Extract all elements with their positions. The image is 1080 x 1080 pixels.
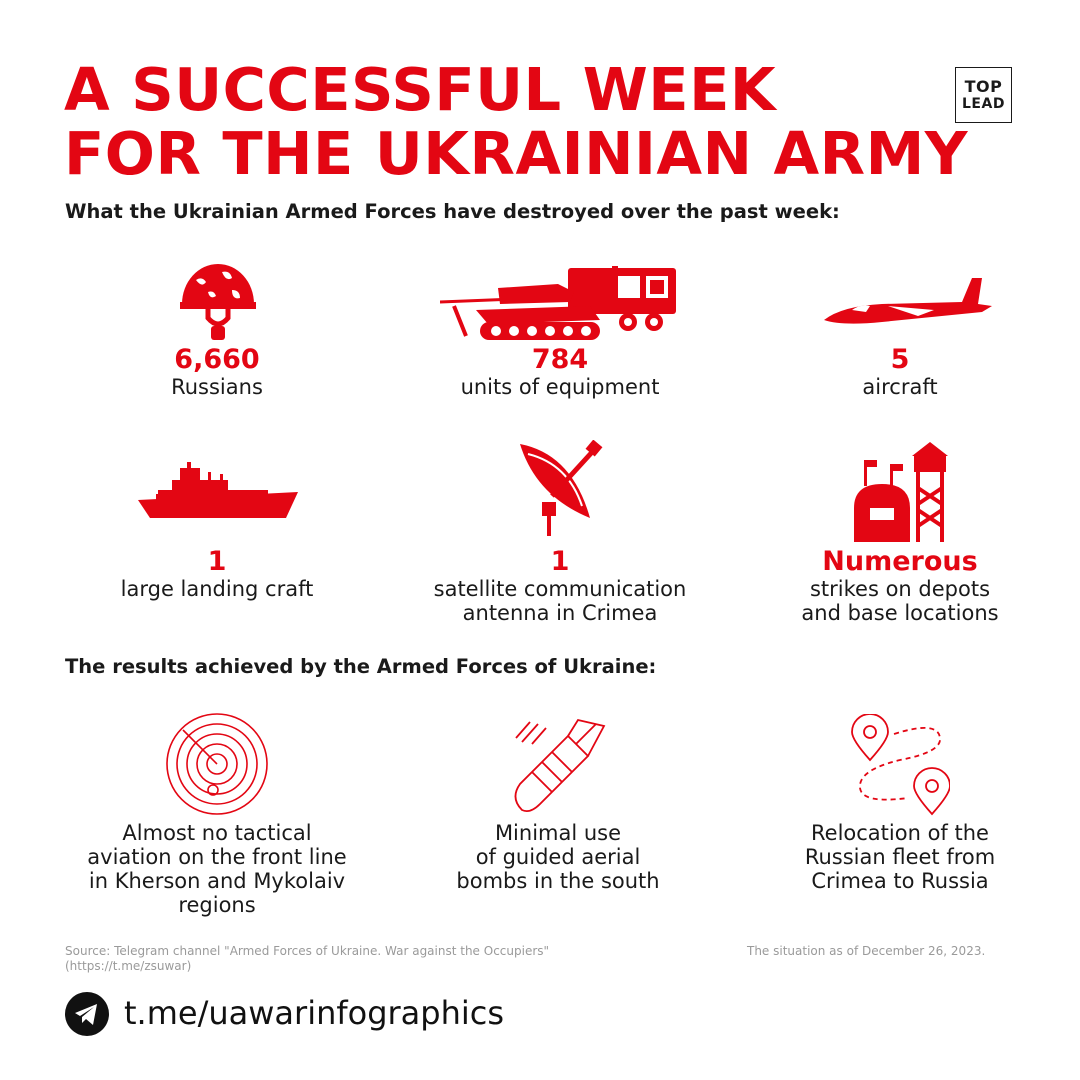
source-line-2: (https://t.me/zsuwar)	[65, 959, 192, 973]
result-tactical-aviation: Almost no tactical aviation on the front…	[87, 821, 347, 917]
aircraft-icon	[824, 278, 992, 324]
stat-value: 6,660	[174, 344, 260, 375]
depot-tower-icon	[854, 442, 948, 542]
route-pins-icon	[851, 714, 950, 816]
ship-icon	[138, 462, 298, 518]
stat-label: units of equipment	[460, 375, 660, 399]
stat-russians: 6,660 Russians	[67, 344, 367, 400]
source-note: Source: Telegram channel "Armed Forces o…	[65, 944, 549, 974]
result-guided-bombs: Minimal use of guided aerial bombs in th…	[456, 821, 660, 893]
tank-and-truck-icon	[440, 266, 676, 340]
bomb-icon	[514, 718, 606, 813]
satellite-dish-icon	[520, 440, 603, 536]
stat-label: large landing craft	[120, 577, 314, 601]
stat-value: 784	[531, 344, 589, 375]
stat-value: 1	[550, 546, 570, 577]
logo-line-2: LEAD	[962, 96, 1005, 113]
source-line-1: Source: Telegram channel "Armed Forces o…	[65, 944, 550, 958]
stat-aircraft: 5 aircraft	[750, 344, 1050, 400]
stat-antenna: 1 satellite communication antenna in Cri…	[410, 546, 710, 626]
helmet-icon	[180, 264, 256, 340]
stat-equipment: 784 units of equipment	[410, 344, 710, 400]
stat-value: 5	[890, 344, 910, 375]
stat-landing-craft: 1 large landing craft	[67, 546, 367, 602]
stat-value: Numerous	[822, 546, 978, 577]
page-title: A SUCCESSFUL WEEK FOR THE UKRAINIAN ARMY	[64, 58, 968, 186]
stat-label: strikes on depots and base locations	[801, 577, 999, 625]
results-heading: The results achieved by the Armed Forces…	[65, 655, 657, 678]
logo-line-1: TOP	[964, 76, 1003, 96]
date-note: The situation as of December 26, 2023.	[747, 944, 986, 958]
stat-label: Russians	[171, 375, 263, 399]
result-fleet-relocation: Relocation of the Russian fleet from Cri…	[804, 821, 996, 893]
title-line-2: FOR THE UKRAINIAN ARMY	[64, 119, 969, 188]
stat-label: satellite communication antenna in Crime…	[433, 577, 687, 625]
stat-value: 1	[207, 546, 227, 577]
telegram-icon[interactable]	[65, 992, 109, 1036]
telegram-channel-link[interactable]: t.me/uawarinfographics	[124, 994, 505, 1032]
telegram-plane-icon	[75, 1004, 97, 1025]
radar-icon	[166, 713, 268, 815]
stat-label: aircraft	[862, 375, 938, 399]
stat-depot-strikes: Numerous strikes on depots and base loca…	[750, 546, 1050, 626]
top-lead-logo: TOP LEAD	[955, 67, 1012, 123]
title-line-1: A SUCCESSFUL WEEK	[64, 55, 777, 124]
destroyed-heading: What the Ukrainian Armed Forces have des…	[65, 200, 840, 223]
